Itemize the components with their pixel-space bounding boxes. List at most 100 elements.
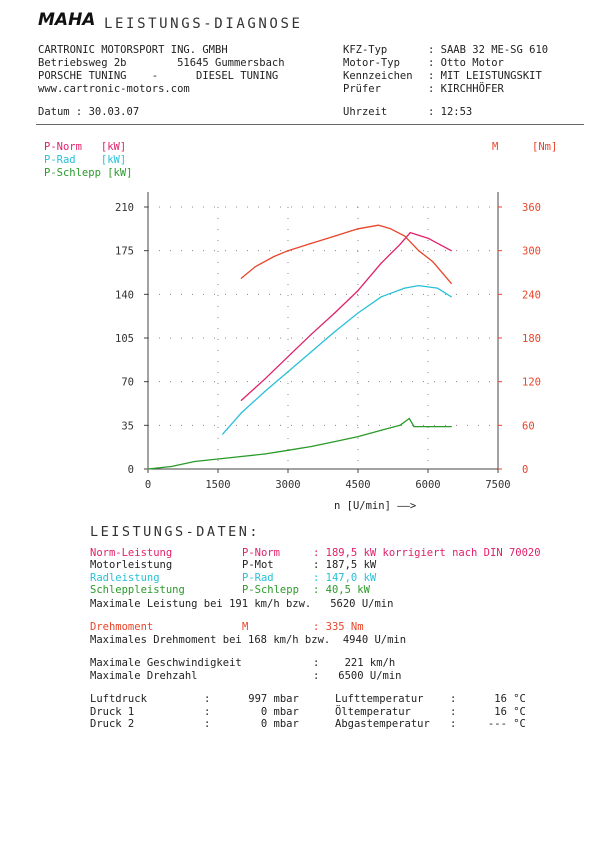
data-row-sym: P-Mot bbox=[242, 559, 274, 572]
legend-torque-unit: [Nm] bbox=[532, 141, 558, 153]
conditions-label2: Öltemperatur bbox=[335, 705, 411, 718]
series-point-p-schlepp bbox=[450, 425, 452, 428]
series-point-m bbox=[404, 235, 406, 237]
torque-label: Drehmoment bbox=[90, 621, 154, 633]
conditions-value: : 0 mbar bbox=[204, 718, 299, 730]
series-point-p-norm bbox=[264, 378, 266, 380]
series-point-p-schlepp bbox=[147, 468, 149, 470]
series-point-m bbox=[310, 242, 312, 244]
company-services: PORSCHE TUNING - DIESEL TUNING bbox=[38, 70, 279, 82]
plate-value: : MIT LEISTUNGSKIT bbox=[428, 70, 542, 82]
series-point-p-schlepp bbox=[217, 458, 219, 460]
y-tick-label-left: 35 bbox=[121, 420, 134, 432]
y-tick-label-left: 0 bbox=[128, 464, 134, 476]
series-point-p-rad bbox=[310, 351, 312, 353]
engine-type-label: Motor-Typ bbox=[343, 57, 400, 69]
y-tick-label-right: 0 bbox=[522, 464, 528, 476]
series-point-p-schlepp bbox=[170, 465, 172, 468]
legend-pschlepp: P-Schlepp [kW] bbox=[44, 167, 133, 179]
y-tick-label-right: 120 bbox=[522, 377, 541, 389]
series-point-p-rad bbox=[404, 287, 406, 289]
company-name: CARTRONIC MOTORSPORT ING. GMBH bbox=[38, 44, 228, 56]
maha-logo: MAHA bbox=[38, 10, 96, 30]
max-speed-value: : 221 km/h bbox=[313, 657, 396, 669]
data-row-sym: P-Schlepp bbox=[242, 583, 299, 596]
legend-prad: P-Rad [kW] bbox=[44, 154, 127, 166]
series-point-m bbox=[273, 255, 275, 258]
y-tick-label-right: 300 bbox=[522, 246, 541, 258]
time-label: Uhrzeit bbox=[343, 106, 388, 118]
time-value: : 12:53 bbox=[428, 106, 473, 118]
series-point-p-rad bbox=[436, 287, 438, 289]
series-point-p-norm bbox=[450, 250, 452, 252]
data-row-value: : 40,5 kW bbox=[313, 583, 370, 596]
series-point-p-norm bbox=[357, 289, 359, 292]
document-title: LEISTUNGS-DIAGNOSE bbox=[104, 16, 303, 32]
data-row-value: : 187,5 kW bbox=[313, 559, 377, 572]
data-row-label: Radleistung bbox=[90, 571, 160, 584]
x-tick-label: 6000 bbox=[415, 479, 440, 491]
conditions-value: : 997 mbar bbox=[204, 693, 299, 705]
vehicle-type-label: KFZ-Typ bbox=[343, 44, 388, 56]
series-point-p-schlepp bbox=[194, 460, 196, 463]
conditions-label: Druck 1 bbox=[90, 705, 135, 718]
series-point-p-schlepp bbox=[380, 429, 382, 431]
max-power-line: Maximale Leistung bei 191 km/h bzw. 5620… bbox=[90, 598, 394, 610]
x-tick-label: 7500 bbox=[485, 479, 510, 491]
y-tick-label-right: 240 bbox=[522, 289, 541, 301]
series-point-p-schlepp bbox=[240, 455, 242, 458]
series-point-p-rad bbox=[357, 312, 359, 314]
engine-type-value: : Otto Motor bbox=[428, 57, 504, 69]
y-tick-label-left: 140 bbox=[115, 289, 134, 301]
series-point-m bbox=[357, 228, 359, 230]
y-tick-label-right: 360 bbox=[522, 202, 541, 214]
series-point-p-schlepp bbox=[399, 424, 401, 426]
conditions-label: Druck 2 bbox=[90, 718, 135, 730]
date: Datum : 30.03.07 bbox=[38, 106, 140, 118]
legend-pnorm: P-Norm [kW] bbox=[44, 141, 127, 153]
data-section-title: LEISTUNGS-DATEN: bbox=[90, 524, 261, 540]
series-point-m bbox=[334, 235, 336, 237]
x-tick-label: 0 bbox=[145, 479, 151, 491]
series-point-p-rad bbox=[380, 296, 382, 298]
x-tick-label: 3000 bbox=[275, 479, 300, 491]
data-row-sym: P-Norm bbox=[242, 547, 280, 559]
x-tick-label: 4500 bbox=[345, 479, 370, 491]
series-point-m bbox=[390, 228, 392, 230]
series-point-p-schlepp bbox=[427, 425, 429, 428]
legend-torque-symbol: M bbox=[492, 141, 499, 153]
power-torque-chart: 0 35 70 105 140 175 210 0 60 120 180 240 300 360 0 1500… bbox=[115, 192, 541, 491]
series-point-m bbox=[450, 282, 452, 285]
series-line-m bbox=[240, 224, 452, 284]
series-point-p-norm bbox=[409, 231, 411, 234]
series-line-p-schlepp bbox=[147, 417, 452, 470]
y-tick-label-left: 105 bbox=[115, 333, 134, 345]
series-point-p-norm bbox=[310, 333, 312, 335]
y-tick-label-left: 175 bbox=[115, 246, 134, 258]
series-point-p-schlepp bbox=[287, 449, 289, 451]
plate-label: Kennzeichen bbox=[343, 70, 413, 82]
series-point-p-rad bbox=[264, 391, 266, 393]
series-point-p-schlepp bbox=[264, 453, 266, 455]
series-point-m bbox=[287, 250, 289, 252]
max-rpm-label: Maximale Drehzahl bbox=[90, 670, 198, 682]
series-point-p-norm bbox=[399, 243, 401, 246]
x-tick-label: 1500 bbox=[205, 479, 230, 491]
conditions-value2: : 16 °C bbox=[450, 705, 526, 718]
data-row-label: Schleppleistung bbox=[90, 583, 185, 596]
company-address: Betriebsweg 2b 51645 Gummersbach bbox=[38, 57, 285, 69]
series-point-p-schlepp bbox=[408, 417, 410, 420]
x-axis-label: n [U/min] ——> bbox=[334, 500, 417, 512]
series-point-p-norm bbox=[427, 237, 429, 239]
data-row-value: : 147,0 kW bbox=[313, 571, 377, 584]
series-point-p-norm bbox=[334, 312, 336, 314]
torque-symbol: M bbox=[242, 621, 249, 633]
inspector-label: Prüfer bbox=[343, 83, 381, 95]
series-point-m bbox=[432, 260, 434, 263]
data-row-label: Norm-Leistung bbox=[90, 547, 173, 559]
y-tick-label-right: 180 bbox=[522, 333, 541, 345]
series-point-m bbox=[240, 277, 242, 279]
header-divider bbox=[36, 124, 584, 125]
conditions-label: Luftdruck bbox=[90, 693, 147, 705]
max-rpm-value: : 6500 U/min bbox=[313, 670, 402, 682]
